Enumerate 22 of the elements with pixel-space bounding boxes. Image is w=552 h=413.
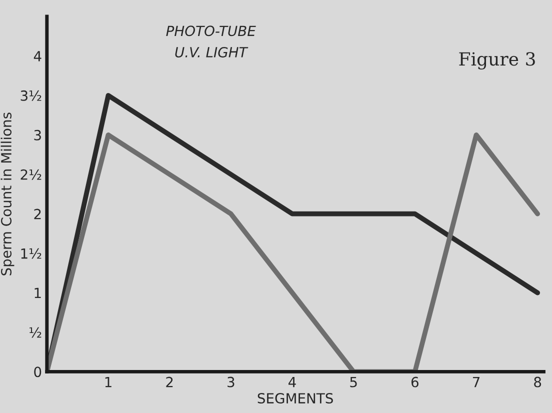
x-tick-label: 1 — [105, 376, 112, 388]
x-tick-label: 7 — [472, 376, 480, 388]
y-tick-label: 3½ — [20, 90, 42, 101]
y-tick-label: ½ — [30, 327, 42, 338]
x-axis-title: SEGMENTS — [258, 393, 333, 404]
x-tick-label: 4 — [288, 376, 296, 388]
y-tick-label: 4 — [34, 51, 42, 62]
x-tick-label: 6 — [411, 376, 418, 388]
x-tick-label: 8 — [534, 376, 542, 388]
x-tick-label: 2 — [166, 376, 173, 388]
y-axis-title: Sperm Count in Millions — [0, 112, 14, 276]
y-tick-label: 1½ — [21, 248, 42, 259]
y-tick-label: 2½ — [20, 169, 42, 180]
x-tick-label: 5 — [350, 376, 357, 388]
y-tick-label: 2 — [34, 208, 41, 220]
text: PHOTO-TUBE — [166, 26, 256, 36]
annotation: Figure 3 — [459, 52, 535, 70]
text: U.V. LIGHT — [175, 46, 248, 58]
y-tick-label: 3 — [34, 130, 41, 140]
y-tick-label: 0 — [34, 366, 42, 378]
y-tick-label: 1 — [34, 288, 41, 298]
x-tick-label: 3 — [228, 376, 234, 388]
